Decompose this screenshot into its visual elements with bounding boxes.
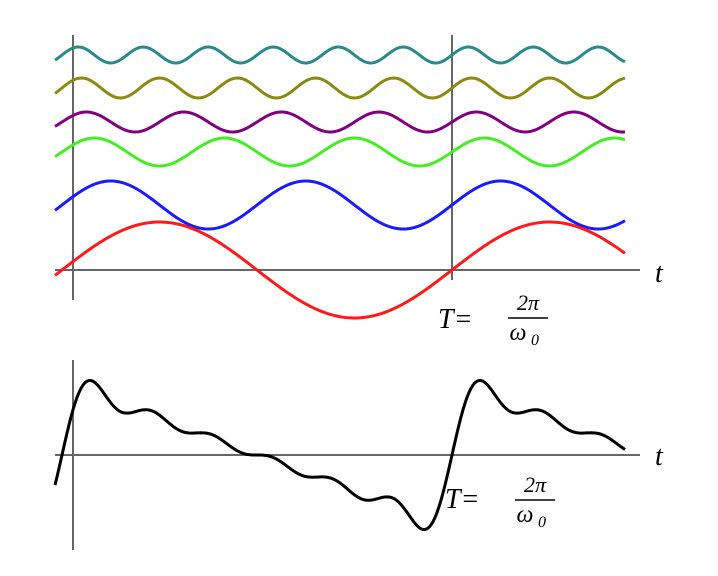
bottom-panel: t T= 2π ω 0 [53,360,664,550]
harmonic-wave [54,179,626,231]
fraction-numerator: 2π [524,472,547,497]
axis-label: t [655,258,664,289]
harmonic-wave [54,220,626,320]
period-lhs: T= [438,304,472,335]
fraction-subscript: 0 [531,332,539,349]
sum-wave [53,378,626,532]
harmonic-wave [54,76,626,100]
top-panel: t T= 2π ω 0 [54,35,664,349]
fraction-denominator: ω [517,502,534,528]
fraction-denominator: ω [510,320,527,346]
fraction-subscript: 0 [538,514,546,531]
harmonic-wave [54,45,626,65]
fraction-numerator: 2π [517,290,540,315]
period-lhs: T= [445,484,479,515]
harmonic-wave [54,136,626,168]
axis-label: t [655,441,664,472]
harmonic-wave [54,110,626,134]
